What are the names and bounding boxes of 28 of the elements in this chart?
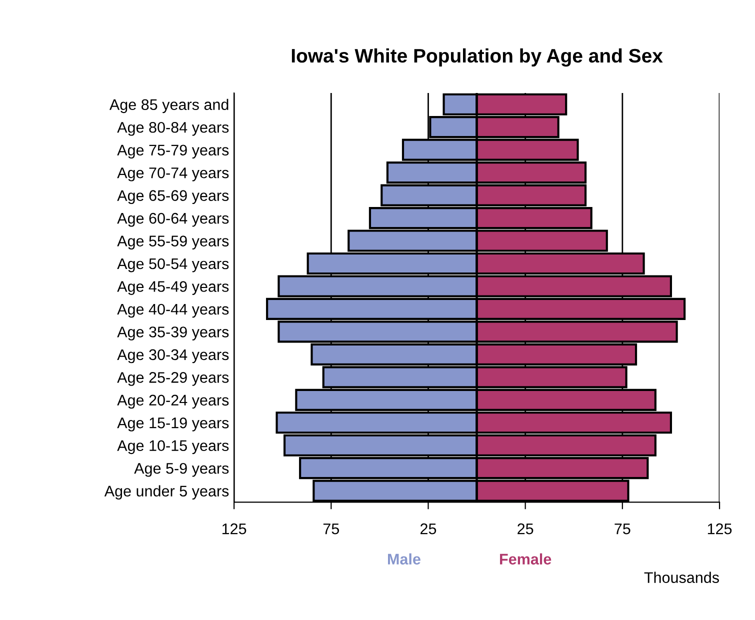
x-tick-label: 125 [222,523,246,534]
y-tick-label: Age 30-34 years [117,349,229,364]
y-tick-label: Age 80-84 years [117,122,229,136]
text: Male [388,553,420,565]
x-tick-label: 25 [518,523,534,534]
y-tick-label: Age 45-49 years [117,281,229,295]
y-tick-label: Age 70-74 years [117,167,229,182]
y-tick-label: Age 65-69 years [117,190,229,204]
chart-title: Iowa's White Population by Age and Sex [292,48,663,67]
y-tick-label: Age 25-29 years [117,372,229,386]
x-tick-label: 125 [708,523,732,534]
y-tick-label: Age 40-44 years [117,304,229,318]
x-tick-label: 25 [420,523,436,534]
y-tick-label: Age 15-19 years [117,418,229,432]
x-axis-title: Thousands [644,572,719,583]
y-tick-label: Age 50-54 years [117,258,229,272]
y-tick-label: Age 60-64 years [117,212,229,227]
text: Female [500,553,552,565]
x-tick-label: 75 [323,524,339,534]
y-tick-label: Age 10-15 years [117,440,229,454]
y-tick-label: Age 75-79 years [117,144,229,159]
y-tick-label: Age 55-59 years [117,236,229,250]
y-tick-label: Age under 5 years [104,485,229,500]
y-tick-label: Age 5-9 years [134,462,229,477]
y-tick-label: Age 35-39 years [117,326,229,340]
x-tick-label: 75 [614,524,630,534]
y-tick-label: Age 85 years and [109,98,228,114]
y-tick-label: Age 20-24 years [117,394,229,409]
